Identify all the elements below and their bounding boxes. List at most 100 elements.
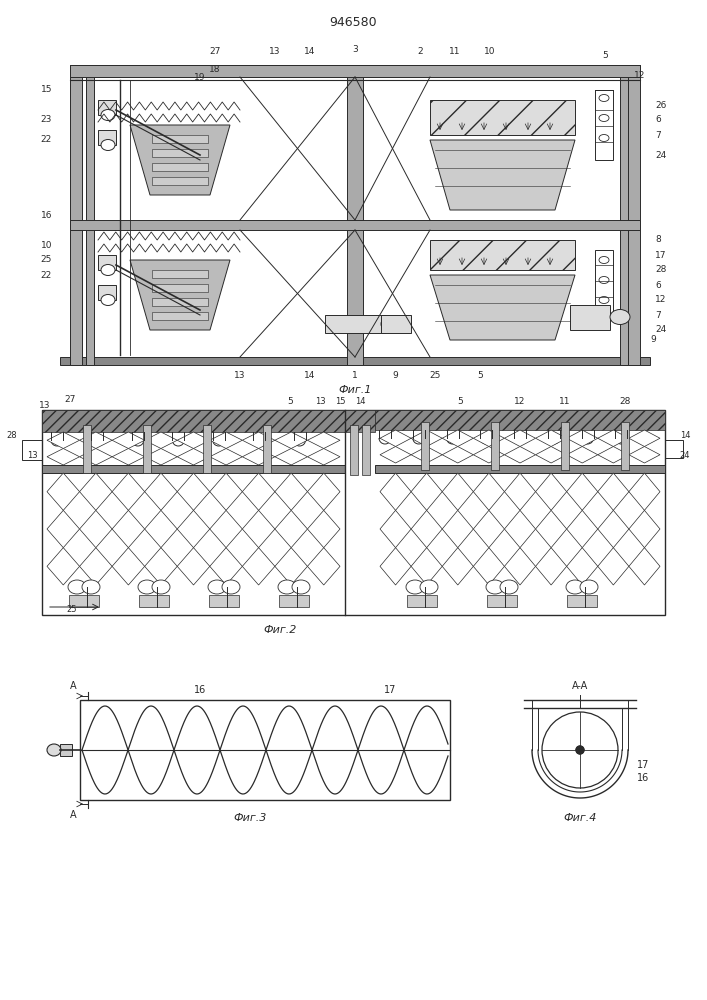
Ellipse shape — [610, 310, 630, 324]
Text: Фиг.1: Фиг.1 — [339, 385, 372, 395]
Bar — [86, 65, 94, 365]
Bar — [665, 440, 683, 458]
Polygon shape — [629, 510, 660, 548]
Polygon shape — [504, 473, 536, 510]
Polygon shape — [536, 446, 567, 463]
Polygon shape — [80, 548, 112, 585]
Polygon shape — [442, 510, 473, 548]
Text: A: A — [70, 810, 76, 820]
Bar — [152, 270, 208, 278]
Polygon shape — [210, 448, 243, 465]
Polygon shape — [145, 510, 177, 548]
Text: 5: 5 — [602, 50, 608, 60]
Text: 946580: 946580 — [329, 15, 377, 28]
Text: 13: 13 — [234, 370, 246, 379]
Text: 9: 9 — [392, 370, 398, 379]
Polygon shape — [567, 430, 598, 446]
Ellipse shape — [82, 580, 100, 594]
Text: 2: 2 — [417, 47, 423, 56]
Ellipse shape — [599, 256, 609, 263]
Bar — [42, 410, 345, 432]
Text: 5: 5 — [457, 397, 463, 406]
Text: 11: 11 — [449, 47, 461, 56]
Text: 7: 7 — [655, 310, 661, 320]
Ellipse shape — [500, 580, 518, 594]
Polygon shape — [380, 473, 411, 510]
Bar — [567, 595, 597, 607]
Ellipse shape — [599, 114, 609, 121]
Polygon shape — [145, 548, 177, 585]
Circle shape — [576, 746, 584, 754]
Polygon shape — [411, 430, 442, 446]
Polygon shape — [210, 473, 243, 510]
Bar — [70, 65, 640, 77]
Polygon shape — [442, 430, 473, 446]
Bar — [570, 305, 610, 330]
Text: 26: 26 — [655, 101, 667, 109]
Polygon shape — [243, 510, 275, 548]
Polygon shape — [536, 473, 567, 510]
Ellipse shape — [599, 296, 609, 304]
Text: 16: 16 — [194, 685, 206, 695]
Bar — [60, 744, 72, 756]
Text: 14: 14 — [304, 47, 316, 56]
Ellipse shape — [222, 580, 240, 594]
Polygon shape — [598, 473, 629, 510]
Bar — [70, 65, 82, 365]
Ellipse shape — [420, 580, 438, 594]
Bar — [60, 357, 650, 365]
Bar — [621, 422, 629, 470]
Bar — [595, 90, 613, 160]
Text: 7: 7 — [655, 130, 661, 139]
Text: 24: 24 — [679, 450, 690, 460]
Polygon shape — [308, 473, 340, 510]
Ellipse shape — [208, 580, 226, 594]
Polygon shape — [473, 548, 504, 585]
Text: 27: 27 — [64, 395, 76, 404]
Polygon shape — [411, 548, 442, 585]
Polygon shape — [598, 548, 629, 585]
Polygon shape — [145, 448, 177, 465]
Polygon shape — [308, 548, 340, 585]
Bar — [42, 410, 665, 615]
Polygon shape — [629, 446, 660, 463]
Text: 15: 15 — [40, 86, 52, 95]
Text: 6: 6 — [655, 280, 661, 290]
Bar — [430, 100, 575, 135]
Polygon shape — [112, 432, 145, 448]
Polygon shape — [47, 473, 80, 510]
Bar — [430, 240, 575, 270]
Text: 24: 24 — [655, 326, 666, 334]
Text: 28: 28 — [655, 265, 667, 274]
Polygon shape — [243, 448, 275, 465]
Polygon shape — [598, 446, 629, 463]
Polygon shape — [442, 548, 473, 585]
Bar — [407, 595, 437, 607]
Text: 5: 5 — [287, 397, 293, 406]
Polygon shape — [210, 510, 243, 548]
Text: 3: 3 — [352, 45, 358, 54]
Text: 14: 14 — [304, 370, 316, 379]
Text: Фиг.3: Фиг.3 — [233, 813, 267, 823]
Ellipse shape — [599, 134, 609, 141]
Bar — [22, 440, 42, 460]
Bar — [263, 425, 271, 473]
Polygon shape — [380, 510, 411, 548]
Bar — [139, 595, 169, 607]
Polygon shape — [504, 548, 536, 585]
Text: 25: 25 — [429, 370, 440, 379]
Text: 13: 13 — [27, 450, 37, 460]
Polygon shape — [275, 473, 308, 510]
Polygon shape — [47, 448, 80, 465]
Text: 13: 13 — [269, 47, 281, 56]
Text: 1: 1 — [352, 370, 358, 379]
Text: 22: 22 — [41, 135, 52, 144]
Ellipse shape — [101, 109, 115, 120]
Bar — [98, 130, 116, 145]
Bar — [42, 465, 345, 473]
Polygon shape — [442, 473, 473, 510]
Ellipse shape — [406, 580, 424, 594]
Polygon shape — [177, 448, 210, 465]
Bar — [98, 100, 116, 115]
Bar — [421, 422, 429, 470]
